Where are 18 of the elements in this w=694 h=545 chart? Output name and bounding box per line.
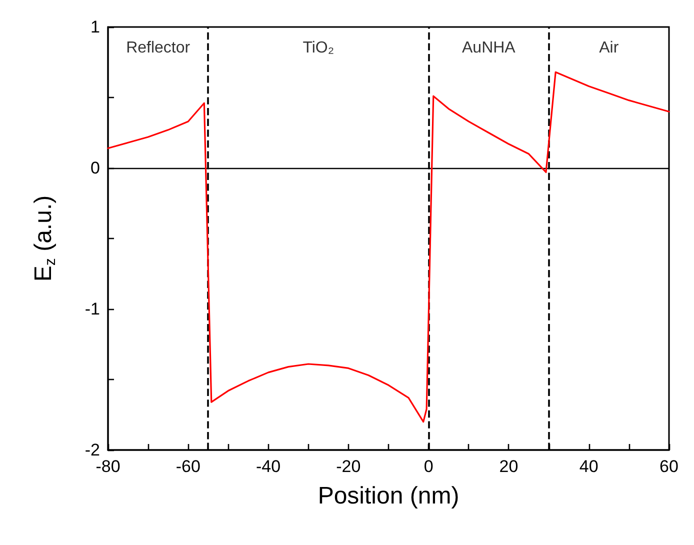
y-tick-label: 0 xyxy=(90,158,100,178)
annotation: AuNHA xyxy=(462,40,516,57)
x-tick-label: 60 xyxy=(660,457,678,476)
x-tick-label: -60 xyxy=(176,457,200,476)
annotation: Reflector xyxy=(126,40,191,57)
x-tick-label: 0 xyxy=(424,457,434,476)
y-tick-label: -2 xyxy=(84,440,100,460)
y-tick-label: 1 xyxy=(90,18,100,36)
x-tick-label: -40 xyxy=(256,457,281,476)
y-axis-title: Ez (a.u.) xyxy=(30,195,59,282)
x-tick-label: 20 xyxy=(499,457,518,476)
x-tick-label: 40 xyxy=(579,457,598,476)
y-tick-label: -1 xyxy=(84,300,100,318)
x-axis-title: Position (nm) xyxy=(318,482,460,510)
x-tick-label: -20 xyxy=(336,457,361,476)
annotation: TiO₂ xyxy=(302,40,334,57)
annotation: Air xyxy=(599,40,620,57)
x-tick-label: -80 xyxy=(96,457,120,476)
